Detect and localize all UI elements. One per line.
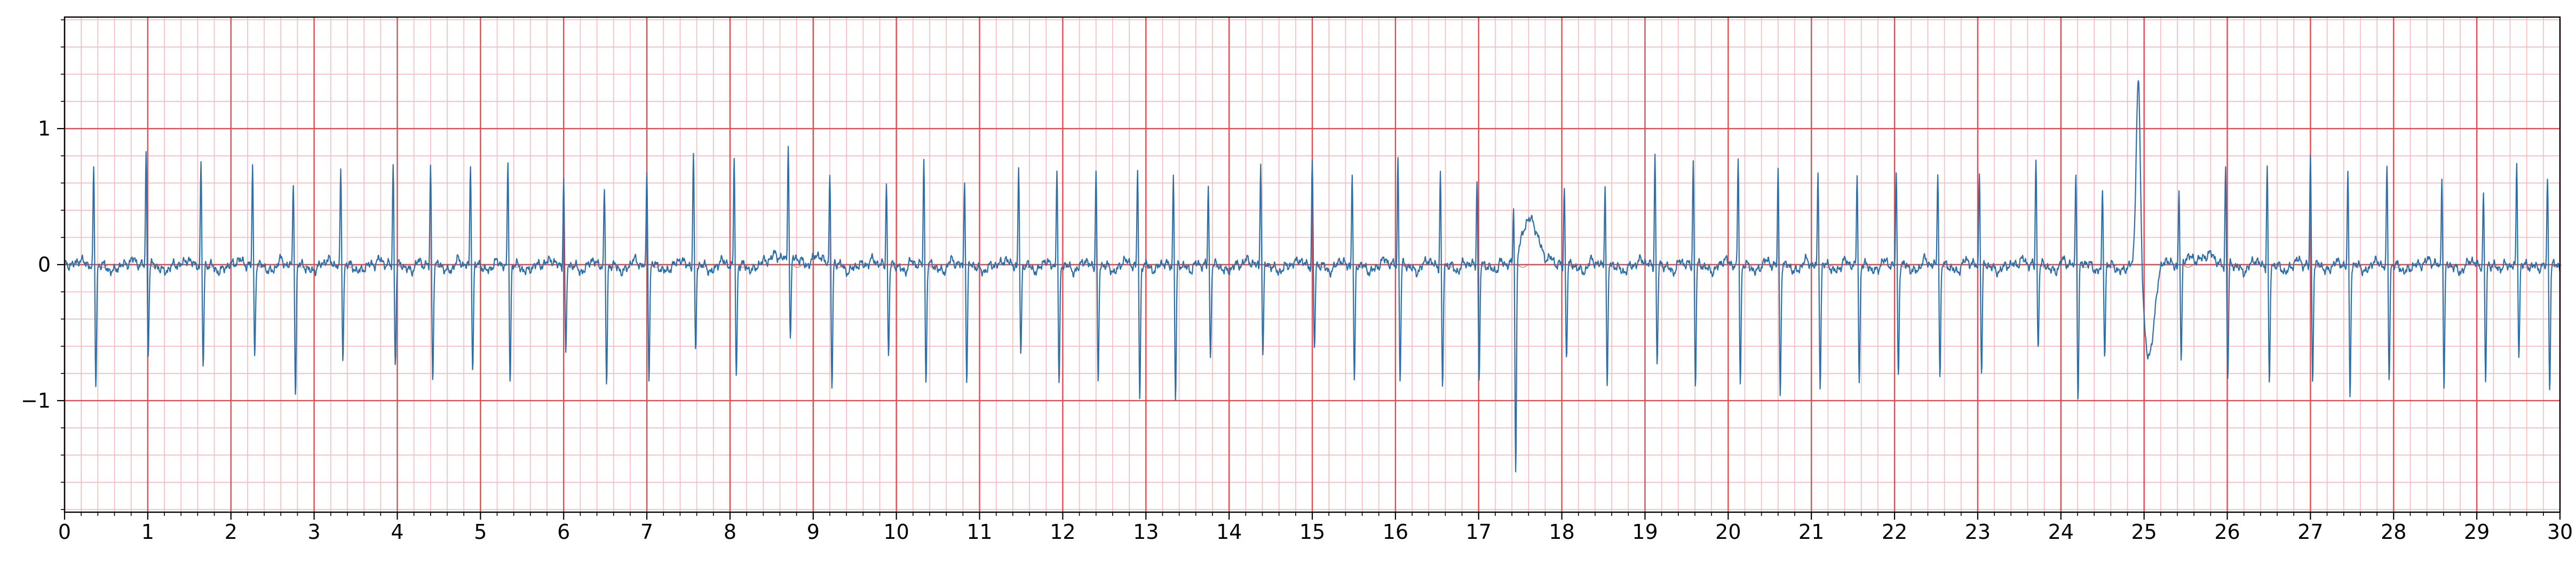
x-tick-label: 6 xyxy=(557,520,570,544)
beat-overlay xyxy=(1659,264,1670,268)
beat-overlay xyxy=(1444,264,1455,268)
beat-overlay xyxy=(1177,264,1188,268)
beat-overlay xyxy=(1517,264,1528,268)
axes: 0 1 2 3 4 5 6 7 8 9 10 11 12 13 14 15 16 17 18 19 20 21 22 23 24… xyxy=(21,16,2573,544)
beat-overlay xyxy=(1480,264,1492,268)
x-tick-label: 21 xyxy=(1798,520,1824,544)
x-tick-label: 16 xyxy=(1383,520,1408,544)
beat-overlay xyxy=(1100,264,1111,268)
x-tick-label: 20 xyxy=(1715,520,1741,544)
beat-overlay xyxy=(2351,264,2363,268)
beat-overlay xyxy=(1742,264,1753,268)
beat-overlay xyxy=(2446,264,2456,268)
beat-overlay xyxy=(344,264,355,268)
beat-overlay xyxy=(474,264,485,268)
beat-overlay xyxy=(204,264,216,268)
beat-overlay xyxy=(2183,264,2194,268)
beat-overlay xyxy=(1142,264,1152,268)
beat-overlay xyxy=(1060,264,1072,268)
beat-overlay xyxy=(1822,264,1833,268)
beat-overlay xyxy=(1023,264,1033,268)
beat-overlay xyxy=(150,264,161,268)
beat-overlay xyxy=(697,264,708,268)
beat-overlay xyxy=(2080,264,2090,268)
x-tick-label: 11 xyxy=(966,520,992,544)
y-tick-label: 1 xyxy=(38,117,51,140)
beat-overlay xyxy=(1401,264,1413,268)
y-tick-label: −1 xyxy=(21,389,51,412)
x-tick-label: 2 xyxy=(225,520,237,544)
x-tick-label: 3 xyxy=(308,520,321,544)
x-tick-label: 17 xyxy=(1466,520,1492,544)
beat-overlay xyxy=(2229,264,2240,268)
beat-overlay xyxy=(968,264,979,268)
beat-overlay xyxy=(1782,264,1793,268)
y-tick-label: 0 xyxy=(38,253,51,276)
x-tick-label: 8 xyxy=(724,520,736,544)
x-tick-label: 26 xyxy=(2214,520,2240,544)
x-tick-label: 10 xyxy=(883,520,909,544)
beat-overlay xyxy=(2040,264,2050,268)
x-tick-label: 0 xyxy=(58,520,71,544)
x-tick-label: 18 xyxy=(1549,520,1574,544)
beat-overlay xyxy=(2314,264,2325,268)
beat-overlay xyxy=(1316,264,1327,268)
x-tick-label: 27 xyxy=(2297,520,2323,544)
x-tick-label: 4 xyxy=(391,520,403,544)
beat-overlay xyxy=(1212,264,1223,268)
beat-overlay xyxy=(1608,264,1620,268)
x-tick-label: 23 xyxy=(1965,520,1991,544)
beat-overlay xyxy=(738,264,749,268)
x-tick-label: 5 xyxy=(474,520,487,544)
beat-overlay xyxy=(792,264,803,268)
beat-overlay xyxy=(651,264,662,268)
beat-overlay xyxy=(567,264,578,268)
beat-overlay xyxy=(1264,264,1275,268)
beat-overlay xyxy=(928,264,939,268)
beat-overlay xyxy=(1983,264,1994,268)
beat-overlay xyxy=(97,264,108,268)
x-tick-label: 28 xyxy=(2381,520,2406,544)
x-tick-label: 1 xyxy=(141,520,154,544)
x-tick-label: 29 xyxy=(2464,520,2490,544)
beat-overlay xyxy=(434,264,445,268)
beat-overlay xyxy=(1900,264,1911,268)
beat-overlay xyxy=(1861,264,1872,268)
beat-overlay xyxy=(256,264,267,268)
x-tick-label: 14 xyxy=(1216,520,1242,544)
beat-overlay xyxy=(1941,264,1953,268)
beat-overlay xyxy=(608,264,619,268)
beat-overlay xyxy=(512,264,522,268)
beat-overlay xyxy=(2271,264,2282,268)
plot-area xyxy=(64,80,2562,473)
x-tick-label: 12 xyxy=(1050,520,1075,544)
beat-overlay xyxy=(397,264,408,268)
beat-overlay xyxy=(297,264,308,268)
x-tick-label: 19 xyxy=(1632,520,1658,544)
x-tick-label: 7 xyxy=(640,520,653,544)
x-tick-label: 22 xyxy=(1882,520,1907,544)
beat-overlay xyxy=(2520,264,2531,268)
beat-overlay xyxy=(1356,264,1367,268)
x-tick-label: 25 xyxy=(2131,520,2157,544)
x-tick-label: 24 xyxy=(2048,520,2074,544)
beat-overlay xyxy=(1568,264,1579,268)
x-tick-label: 9 xyxy=(807,520,820,544)
x-tick-label: 13 xyxy=(1133,520,1159,544)
beat-overlay xyxy=(890,264,901,268)
beat-overlay xyxy=(834,264,844,268)
beat-overlay xyxy=(2487,264,2498,268)
x-tick-label: 30 xyxy=(2547,520,2573,544)
beat-overlay xyxy=(2106,264,2117,268)
beat-overlay xyxy=(1697,264,1708,268)
x-tick-label: 15 xyxy=(1299,520,1325,544)
ecg-signal-line xyxy=(64,80,2561,473)
beat-overlay xyxy=(2391,264,2401,268)
